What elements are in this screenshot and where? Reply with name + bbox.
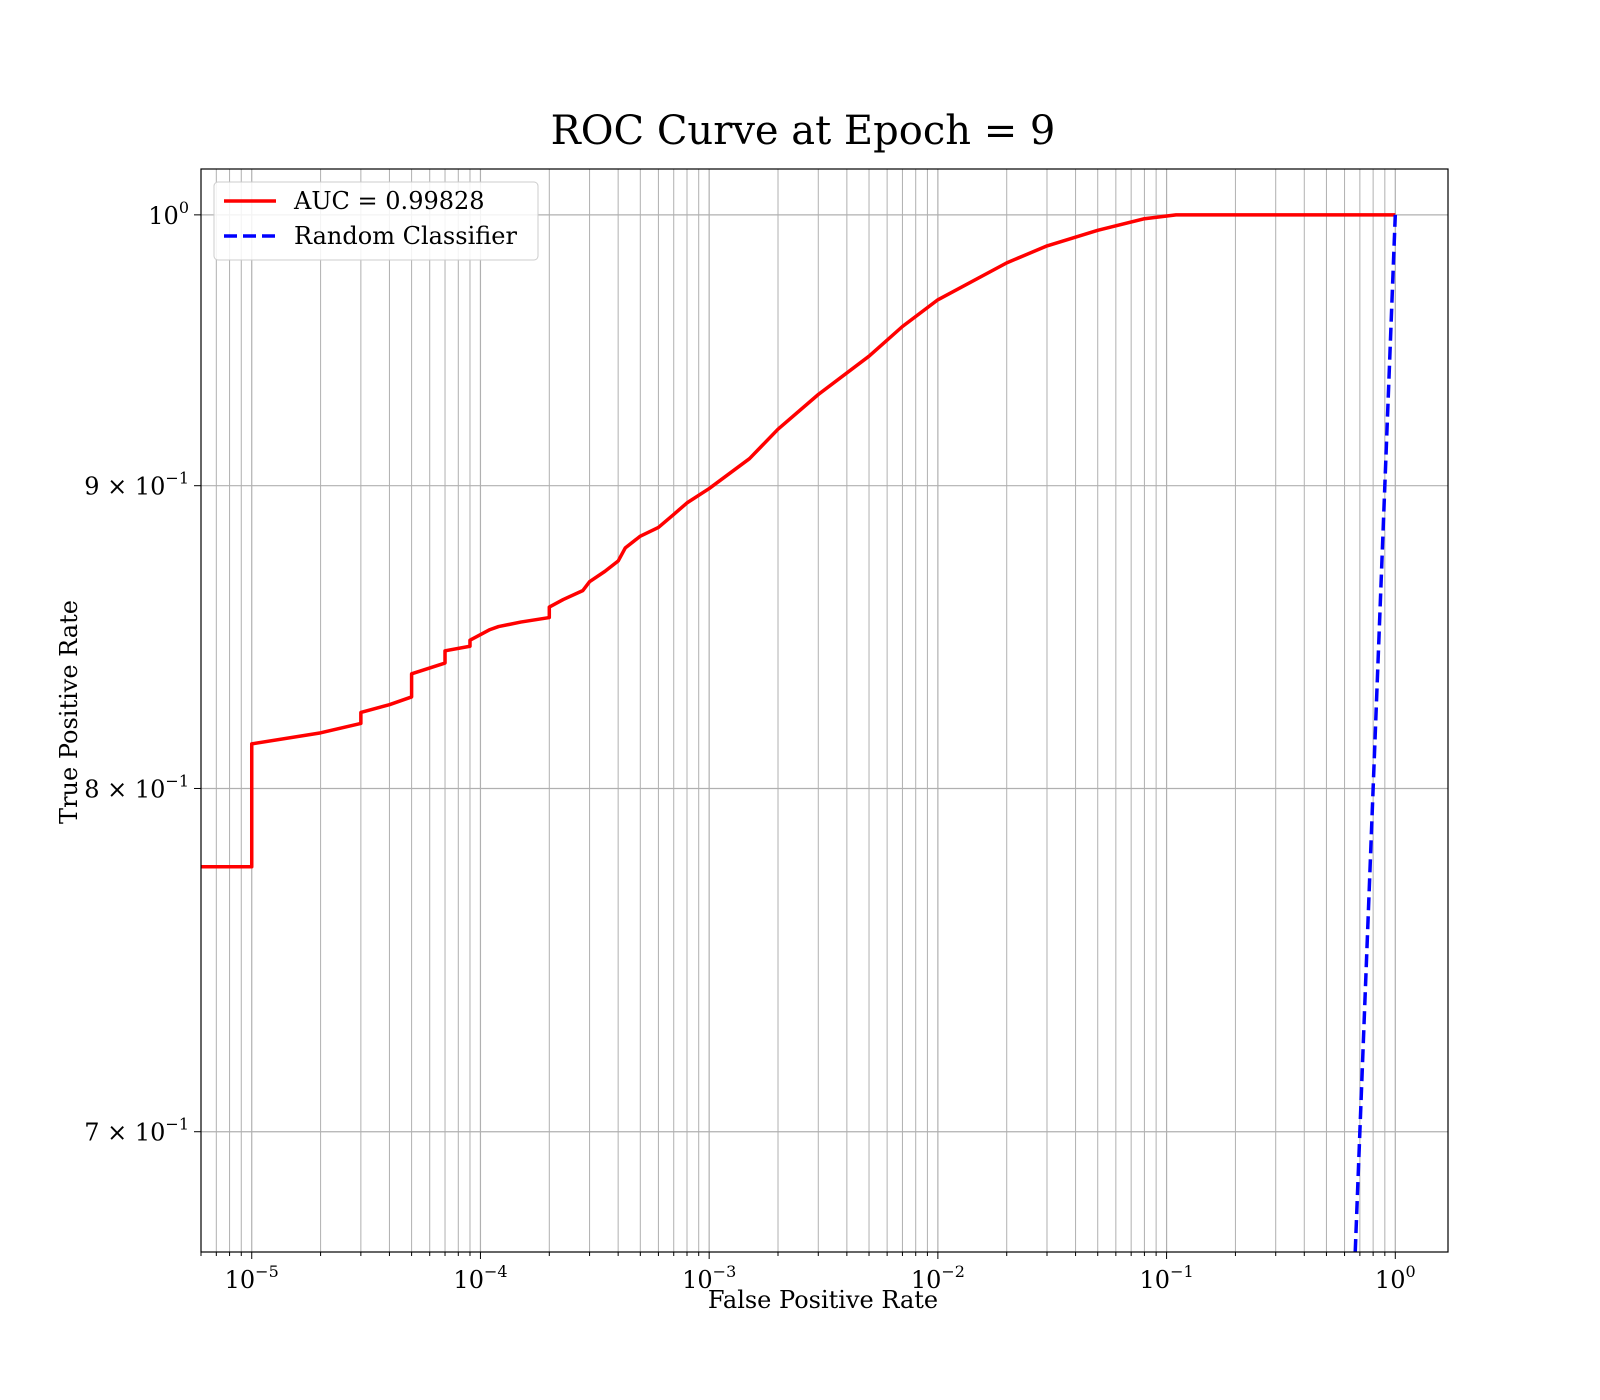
x-tick-label: 10−4 xyxy=(453,1262,507,1294)
x-axis-label: False Positive Rate xyxy=(708,1286,938,1314)
y-tick-label: 100 xyxy=(148,198,189,230)
y-tick-label: 7 × 10−1 xyxy=(84,1115,189,1147)
grid xyxy=(200,169,1448,1252)
y-axis-label: True Positive Rate xyxy=(55,600,83,824)
x-tick-label: 100 xyxy=(1375,1262,1416,1294)
y-tick-label: 8 × 10−1 xyxy=(84,772,189,804)
plot-frame xyxy=(200,168,1449,1253)
y-tick-label: 9 × 10−1 xyxy=(84,469,189,501)
x-tick-label: 10−1 xyxy=(1140,1262,1194,1294)
series-layer xyxy=(201,213,1398,1252)
random-classifier-line xyxy=(1353,214,1398,1252)
legend: AUC = 0.99828 Random Classifier xyxy=(213,181,539,261)
x-tick-label: 10−5 xyxy=(225,1262,279,1294)
legend-label-random: Random Classifier xyxy=(294,222,517,250)
x-tick-label: 10−2 xyxy=(911,1262,965,1294)
legend-box xyxy=(213,181,539,261)
legend-label-auc: AUC = 0.99828 xyxy=(293,187,485,215)
roc-curve-line xyxy=(201,213,1396,869)
chart-title: ROC Curve at Epoch = 9 xyxy=(551,108,1056,154)
